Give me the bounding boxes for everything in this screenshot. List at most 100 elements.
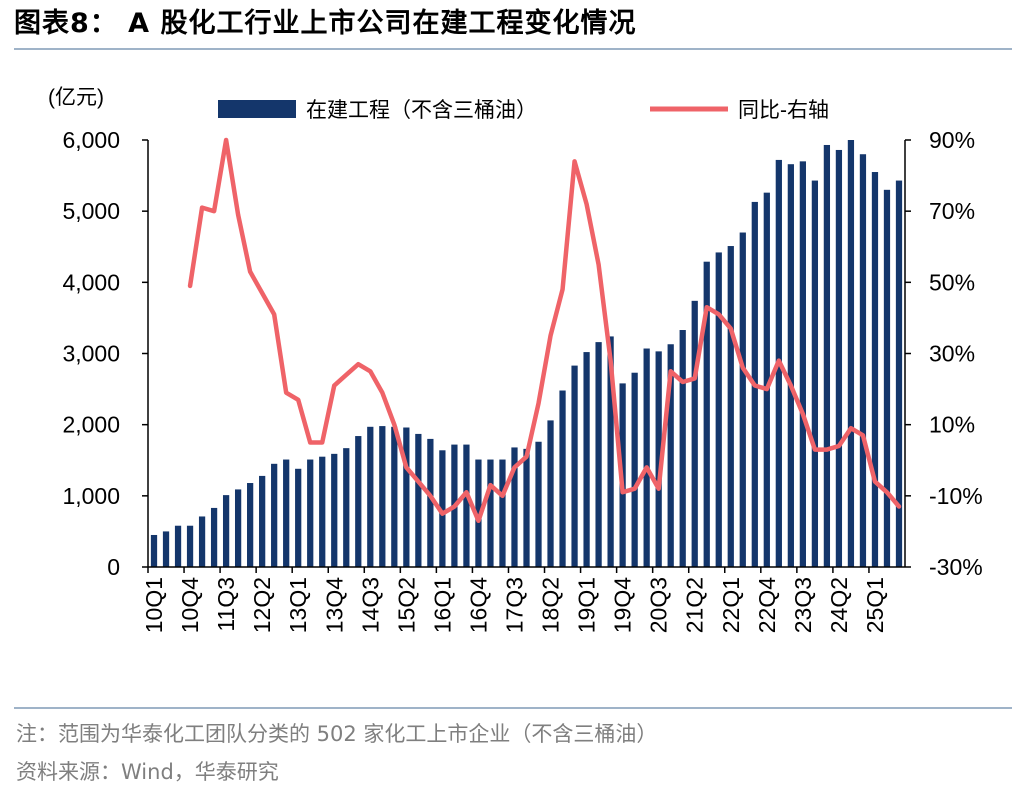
- chart-legend: 在建工程（不含三桶油） 同比-右轴: [218, 99, 829, 122]
- yoy-line-path: [187, 137, 902, 523]
- bar-14Q1: [343, 448, 350, 567]
- bar-18Q4: [571, 365, 578, 567]
- bar-20Q1: [631, 372, 638, 567]
- legend-swatch-bar: [218, 100, 296, 118]
- x-tick-label: 10Q4: [177, 577, 203, 633]
- legend-label-line: 同比-右轴: [738, 99, 829, 122]
- x-tick-label: 10Q1: [141, 577, 167, 633]
- bar-16Q3: [463, 444, 470, 567]
- left-y-tick-label: 4,000: [62, 269, 120, 295]
- bar-13Q2: [307, 459, 314, 567]
- x-tick-label: 15Q2: [393, 577, 419, 633]
- bottom-divider: [14, 707, 1012, 709]
- legend-label-bar: 在建工程（不含三桶油）: [306, 99, 537, 122]
- bar-24Q3: [847, 140, 855, 567]
- bar-11Q2: [210, 507, 218, 567]
- bar-17Q3: [511, 447, 518, 567]
- source-note: 资料来源：Wind，华泰研究: [16, 760, 279, 784]
- y-axis-unit-label: (亿元): [48, 86, 104, 109]
- bar-22Q1: [727, 246, 734, 568]
- bar-25Q3: [895, 180, 903, 567]
- x-tick-label: 22Q1: [718, 577, 744, 633]
- bar-13Q1: [295, 468, 302, 567]
- bar-22Q4: [763, 192, 770, 567]
- bar-21Q1: [679, 330, 686, 567]
- bar-15Q2: [403, 427, 410, 567]
- bar-10Q3: [174, 525, 182, 567]
- x-tick-label: 13Q1: [285, 577, 311, 633]
- bar-24Q4: [859, 154, 867, 568]
- x-tick-label: 18Q2: [538, 577, 564, 633]
- x-tick-label: 19Q1: [574, 577, 600, 633]
- bar-11Q3: [222, 495, 230, 567]
- bar-19Q3: [607, 336, 614, 567]
- bar-14Q4: [379, 426, 386, 567]
- bar-15Q1: [391, 426, 398, 567]
- bar-12Q2: [259, 475, 266, 567]
- bar-15Q3: [415, 433, 422, 567]
- bar-14Q3: [367, 426, 374, 567]
- bar-25Q1: [871, 172, 879, 567]
- bar-17Q1: [487, 459, 494, 567]
- bar-24Q2: [835, 149, 843, 567]
- bar-25Q2: [883, 189, 891, 567]
- right-y-tick-label: -30%: [929, 554, 983, 580]
- right-y-tick-label: 50%: [929, 269, 975, 295]
- bar-15Q4: [427, 438, 434, 567]
- bar-23Q3: [799, 161, 806, 567]
- x-tick-label: 11Q3: [213, 577, 239, 632]
- construction-in-progress-chart: 0 1,000 2,000 3,000 4,000 5,000 6,000 -30% -10% 1…: [48, 86, 983, 633]
- bar-19Q1: [583, 352, 590, 567]
- bar-12Q4: [283, 459, 290, 567]
- x-tick-label: 13Q4: [321, 577, 347, 633]
- right-y-tick-label: -10%: [929, 483, 983, 509]
- bar-series-construction: [150, 140, 903, 568]
- left-y-tick-label: 5,000: [62, 198, 120, 224]
- bar-17Q4: [523, 448, 530, 567]
- left-y-tick-label: 2,000: [62, 412, 120, 438]
- footnote: 注：范围为华泰化工团队分类的 502 家化工上市企业（不含三桶油）: [16, 722, 658, 746]
- x-tick-label: 23Q3: [790, 577, 816, 633]
- bar-20Q3: [655, 351, 662, 567]
- bar-22Q2: [739, 232, 746, 567]
- bar-14Q2: [355, 436, 362, 567]
- bar-17Q2: [499, 459, 506, 567]
- bar-16Q4: [475, 459, 482, 567]
- bar-12Q3: [271, 463, 278, 567]
- right-y-tick-label: 30%: [929, 341, 975, 367]
- x-tick-label: 20Q3: [646, 577, 672, 633]
- x-tick-label: 21Q2: [682, 577, 708, 633]
- x-tick-label: 12Q2: [249, 577, 275, 633]
- bar-12Q1: [247, 483, 254, 567]
- bar-13Q4: [331, 453, 338, 567]
- x-tick-label: 17Q3: [501, 577, 527, 633]
- bar-18Q3: [559, 390, 566, 567]
- bar-19Q2: [595, 342, 602, 567]
- left-y-tick-label: 6,000: [62, 127, 120, 153]
- bar-21Q2: [691, 300, 698, 567]
- bar-20Q2: [643, 348, 650, 567]
- top-divider: [14, 48, 1012, 50]
- chart-axes: [142, 139, 911, 573]
- bar-21Q3: [703, 261, 710, 567]
- x-tick-label: 24Q2: [826, 577, 852, 633]
- line-series-yoy: [187, 137, 902, 523]
- right-y-tick-label: 10%: [929, 412, 975, 438]
- left-y-tick-label: 3,000: [62, 341, 120, 367]
- bar-11Q4: [234, 489, 242, 567]
- x-tick-label: 16Q4: [465, 577, 491, 633]
- bar-16Q1: [439, 450, 446, 567]
- bar-21Q4: [715, 252, 722, 567]
- right-y-tick-label: 70%: [929, 198, 975, 224]
- bar-13Q3: [319, 456, 326, 567]
- left-y-tick-label: 1,000: [62, 483, 120, 509]
- bar-24Q1: [823, 144, 831, 568]
- right-y-tick-label: 90%: [929, 127, 975, 153]
- left-y-tick-label: 0: [107, 554, 120, 580]
- bar-11Q1: [198, 516, 206, 567]
- bar-18Q1: [535, 441, 542, 567]
- bar-10Q2: [162, 531, 170, 567]
- bar-23Q2: [787, 164, 794, 567]
- bar-18Q2: [547, 420, 554, 567]
- figure-title: 图表8： A 股化工行业上市公司在建工程变化情况: [14, 8, 637, 39]
